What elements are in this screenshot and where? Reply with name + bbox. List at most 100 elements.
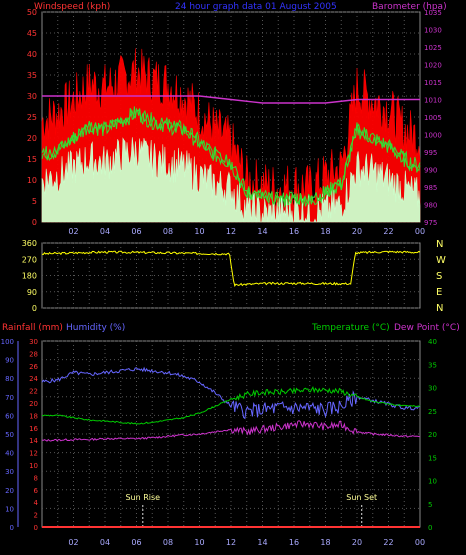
rain-tick-label: 8 bbox=[34, 474, 38, 482]
y-tick-label: 0 bbox=[32, 304, 37, 313]
y2-tick-label: 1020 bbox=[424, 62, 442, 70]
x-tick-label: 02 bbox=[68, 227, 78, 236]
y-tick-label: 50 bbox=[27, 8, 37, 17]
rain-tick-label: 6 bbox=[34, 487, 39, 495]
x-tick-label: 02 bbox=[68, 538, 78, 547]
page-title: 24 hour graph data 01 August 2005 bbox=[175, 2, 337, 12]
y-tick-label: 45 bbox=[27, 29, 37, 38]
x-tick-label: 08 bbox=[163, 227, 173, 236]
x-tick-label: 22 bbox=[383, 227, 393, 236]
x-tick-label: 14 bbox=[257, 538, 267, 547]
y2-tick-label: 980 bbox=[424, 202, 437, 210]
sun-set-label: Sun Set bbox=[346, 493, 377, 502]
temp-tick-label: 10 bbox=[428, 478, 437, 486]
x-tick-label: 10 bbox=[194, 227, 204, 236]
humidity-tick-label: 100 bbox=[1, 338, 14, 346]
rain-tick-label: 10 bbox=[29, 462, 38, 470]
barometer-axis-title: Barometer (hpa) bbox=[372, 2, 447, 12]
rain-tick-label: 2 bbox=[34, 512, 38, 520]
temp-tick-label: 25 bbox=[428, 408, 437, 416]
y-tick-label: 270 bbox=[22, 255, 37, 264]
humidity-tick-label: 90 bbox=[5, 357, 14, 365]
rain-tick-label: 30 bbox=[29, 338, 38, 346]
temp-tick-label: 5 bbox=[428, 501, 432, 509]
sun-rise-label: Sun Rise bbox=[125, 493, 160, 502]
y2-tick-label: 975 bbox=[424, 219, 437, 227]
rain-tick-label: 22 bbox=[29, 388, 38, 396]
windspeed-axis-title: Windspeed (kph) bbox=[34, 2, 110, 12]
y2-tick-label: 1015 bbox=[424, 79, 442, 87]
humidity-axis-title: Humidity (%) bbox=[66, 323, 125, 333]
y2-tick-label: 1000 bbox=[424, 132, 442, 140]
x-tick-label: 06 bbox=[131, 538, 141, 547]
x-tick-label: 12 bbox=[226, 538, 236, 547]
temp-tick-label: 20 bbox=[428, 431, 437, 439]
rain-tick-label: 20 bbox=[29, 400, 38, 408]
compass-label: S bbox=[436, 271, 442, 282]
x-tick-label: 06 bbox=[131, 227, 141, 236]
rain-tick-label: 0 bbox=[34, 524, 38, 532]
humidity-tick-label: 30 bbox=[5, 468, 14, 476]
series-average-line bbox=[41, 107, 421, 206]
humidity-tick-label: 70 bbox=[5, 394, 14, 402]
x-tick-label: 10 bbox=[194, 538, 204, 547]
x-tick-label: 20 bbox=[352, 538, 362, 547]
y-tick-label: 10 bbox=[27, 176, 37, 185]
x-tick-label: 16 bbox=[289, 227, 299, 236]
y2-tick-label: 1030 bbox=[424, 27, 442, 35]
series-temperature-line bbox=[41, 386, 421, 425]
y-tick-label: 90 bbox=[27, 288, 37, 297]
y-tick-label: 5 bbox=[32, 197, 37, 206]
humidity-tick-label: 60 bbox=[5, 412, 14, 420]
humidity-tick-label: 20 bbox=[5, 487, 14, 495]
temp-tick-label: 0 bbox=[428, 524, 432, 532]
y-tick-label: 35 bbox=[27, 71, 37, 80]
series-direction-line bbox=[41, 250, 421, 287]
x-tick-label: 04 bbox=[100, 538, 110, 547]
wind-pressure-chart: 0510152025303540455097598098599099510001… bbox=[27, 8, 442, 236]
rain-tick-label: 26 bbox=[29, 363, 38, 371]
x-tick-label: 16 bbox=[289, 538, 299, 547]
series-barometer-line bbox=[42, 95, 420, 104]
rain-tick-label: 12 bbox=[29, 450, 38, 458]
x-tick-label: 14 bbox=[257, 227, 267, 236]
x-tick-label: 18 bbox=[320, 227, 330, 236]
x-tick-label: 18 bbox=[320, 538, 330, 547]
x-tick-label: 08 bbox=[163, 538, 173, 547]
rain-tick-label: 28 bbox=[29, 350, 38, 358]
y2-tick-label: 1025 bbox=[424, 44, 442, 52]
x-tick-label: 20 bbox=[352, 227, 362, 236]
rain-tick-label: 18 bbox=[29, 412, 38, 420]
temp-humidity-chart: 0102030405060708090100024681012141618202… bbox=[1, 338, 437, 547]
humidity-tick-label: 40 bbox=[5, 450, 14, 458]
rain-tick-label: 4 bbox=[34, 499, 39, 507]
humidity-tick-label: 10 bbox=[5, 505, 14, 513]
compass-label: N bbox=[436, 303, 443, 314]
y-tick-label: 15 bbox=[27, 155, 37, 164]
series-windspeed-area bbox=[41, 137, 421, 223]
humidity-tick-label: 80 bbox=[5, 375, 14, 383]
temp-tick-label: 15 bbox=[428, 454, 437, 462]
humidity-tick-label: 0 bbox=[10, 524, 14, 532]
temp-tick-label: 40 bbox=[428, 338, 437, 346]
x-tick-label: 04 bbox=[100, 227, 110, 236]
y-tick-label: 180 bbox=[22, 272, 37, 281]
temp-tick-label: 30 bbox=[428, 385, 437, 393]
series-dewpoint-line bbox=[41, 420, 421, 442]
rain-tick-label: 16 bbox=[29, 425, 38, 433]
rain-tick-label: 24 bbox=[29, 375, 38, 383]
y-tick-label: 20 bbox=[27, 134, 37, 143]
y-tick-label: 360 bbox=[22, 239, 37, 248]
y-tick-label: 30 bbox=[27, 92, 37, 101]
y2-tick-label: 985 bbox=[424, 184, 437, 192]
temp-tick-label: 35 bbox=[428, 361, 437, 369]
y-tick-label: 40 bbox=[27, 50, 37, 59]
y2-tick-label: 995 bbox=[424, 149, 437, 157]
y-tick-label: 25 bbox=[27, 113, 37, 122]
x-tick-label: 00 bbox=[415, 538, 425, 547]
y2-tick-label: 1010 bbox=[424, 97, 442, 105]
y2-tick-label: 1035 bbox=[424, 9, 442, 17]
